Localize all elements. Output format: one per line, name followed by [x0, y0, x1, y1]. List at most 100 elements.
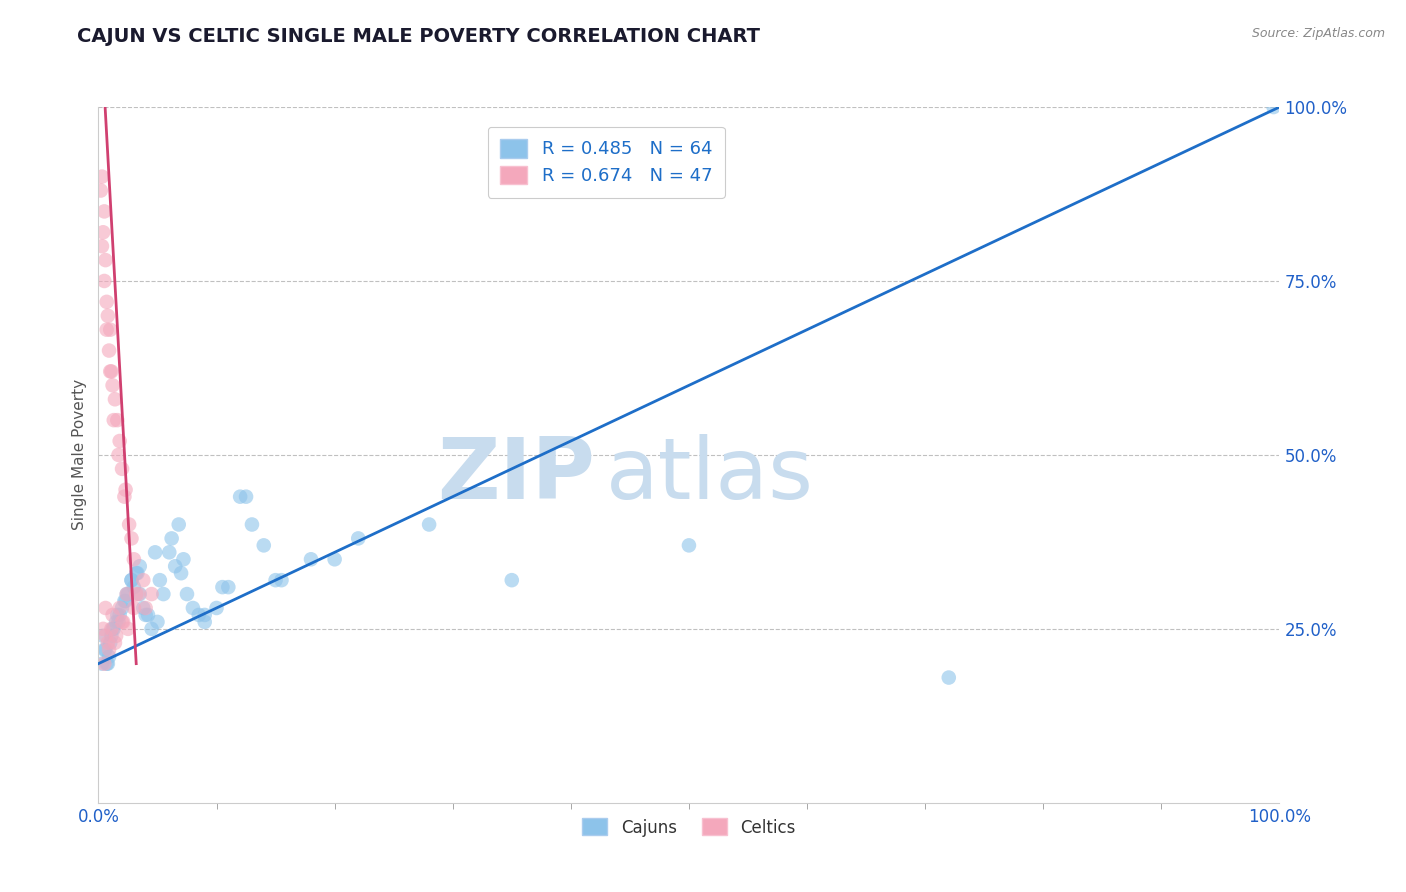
Point — [118, 517, 141, 532]
Y-axis label: Single Male Poverty: Single Male Poverty — [72, 379, 87, 531]
Point — [97, 657, 120, 671]
Point — [111, 601, 134, 615]
Point — [211, 580, 233, 594]
Point — [299, 552, 322, 566]
Point — [91, 225, 114, 239]
Point — [97, 309, 120, 323]
Point — [103, 622, 125, 636]
Point — [418, 517, 440, 532]
Point — [170, 566, 193, 581]
Point — [112, 490, 135, 504]
Point — [194, 615, 217, 629]
Point — [149, 573, 172, 587]
Point — [115, 587, 138, 601]
Text: Source: ZipAtlas.com: Source: ZipAtlas.com — [1251, 27, 1385, 40]
Point — [101, 607, 124, 622]
Point — [105, 413, 128, 427]
Point — [125, 587, 148, 601]
Point — [128, 587, 150, 601]
Point — [115, 587, 138, 601]
Point — [105, 615, 128, 629]
Point — [135, 601, 157, 615]
Point — [97, 636, 120, 650]
Point — [111, 462, 134, 476]
Point — [229, 490, 252, 504]
Point — [94, 629, 117, 643]
Point — [125, 566, 148, 581]
Point — [678, 538, 700, 552]
Point — [107, 448, 129, 462]
Point — [141, 622, 163, 636]
Point — [117, 587, 139, 601]
Point — [121, 532, 143, 546]
Point — [253, 538, 276, 552]
Text: atlas: atlas — [606, 434, 814, 517]
Point — [165, 559, 187, 574]
Point — [93, 274, 115, 288]
Point — [117, 622, 139, 636]
Point — [205, 601, 228, 615]
Point — [114, 483, 136, 497]
Point — [101, 378, 124, 392]
Point — [187, 607, 209, 622]
Point — [108, 601, 131, 615]
Point — [235, 490, 257, 504]
Point — [194, 607, 217, 622]
Point — [91, 657, 114, 671]
Point — [91, 629, 114, 643]
Point — [127, 566, 149, 581]
Point — [1263, 100, 1285, 114]
Point — [441, 483, 464, 497]
Point — [217, 580, 239, 594]
Point — [93, 642, 115, 657]
Point — [240, 517, 263, 532]
Point — [122, 580, 145, 594]
Point — [143, 545, 166, 559]
Point — [347, 532, 370, 546]
Point — [96, 294, 118, 309]
Point — [93, 657, 115, 671]
Text: ZIP: ZIP — [437, 434, 595, 517]
Point — [135, 607, 157, 622]
Point — [98, 343, 121, 358]
Point — [938, 671, 960, 685]
Point — [132, 573, 155, 587]
Point — [114, 594, 136, 608]
Point — [96, 323, 118, 337]
Point — [136, 607, 159, 622]
Point — [98, 649, 121, 664]
Point — [96, 657, 118, 671]
Point — [94, 253, 117, 268]
Point — [167, 517, 190, 532]
Point — [100, 629, 122, 643]
Point — [172, 552, 194, 566]
Point — [104, 636, 127, 650]
Point — [98, 642, 121, 657]
Point — [105, 607, 128, 622]
Point — [91, 169, 114, 184]
Point — [98, 323, 121, 337]
Point — [160, 532, 183, 546]
Point — [91, 622, 114, 636]
Point — [93, 204, 115, 219]
Text: CAJUN VS CELTIC SINGLE MALE POVERTY CORRELATION CHART: CAJUN VS CELTIC SINGLE MALE POVERTY CORR… — [77, 27, 761, 45]
Point — [91, 239, 114, 253]
Point — [176, 587, 198, 601]
Point — [157, 545, 180, 559]
Point — [111, 615, 134, 629]
Point — [100, 622, 122, 636]
Point — [108, 434, 131, 448]
Point — [104, 392, 127, 407]
Point — [108, 607, 131, 622]
Point — [141, 587, 163, 601]
Point — [98, 636, 121, 650]
Point — [132, 601, 155, 615]
Point — [122, 601, 145, 615]
Point — [121, 573, 143, 587]
Point — [146, 615, 169, 629]
Point — [270, 573, 292, 587]
Point — [105, 629, 128, 643]
Point — [112, 594, 135, 608]
Point — [101, 622, 124, 636]
Point — [107, 615, 129, 629]
